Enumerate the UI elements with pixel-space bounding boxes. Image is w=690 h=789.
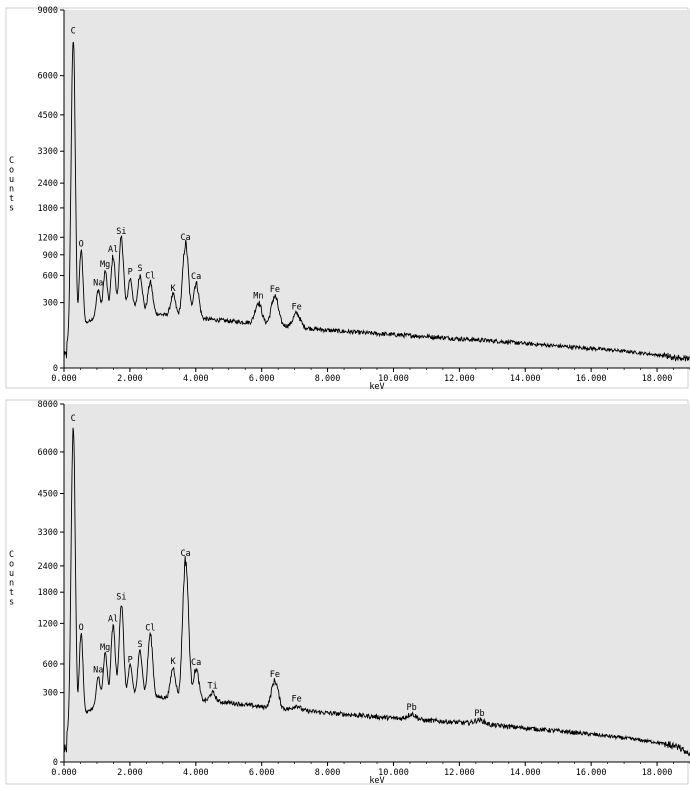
- x-tick-label: 6.000: [249, 768, 275, 778]
- x-tick-label: 18.000: [642, 768, 673, 778]
- y-tick-label: 0: [53, 758, 58, 768]
- peak-label: Mn: [253, 291, 263, 301]
- x-tick-label: 12.000: [444, 768, 475, 778]
- x-tick-label: 2.000: [117, 374, 143, 384]
- x-tick-label: 4.000: [183, 374, 209, 384]
- x-tick-label: 14.000: [510, 768, 541, 778]
- peak-label: Ca: [180, 549, 190, 559]
- y-tick-label: 300: [43, 689, 58, 699]
- y-tick-label: 1800: [38, 588, 58, 598]
- peak-label: C: [71, 26, 76, 36]
- peak-label: S: [138, 264, 143, 274]
- peak-label: Na: [93, 278, 103, 288]
- y-tick-label: 3300: [38, 147, 58, 157]
- x-tick-label: 0.000: [51, 768, 77, 778]
- y-tick-label: 600: [43, 272, 58, 282]
- x-tick-label: 4.000: [183, 768, 209, 778]
- peak-label: Fe: [291, 695, 301, 705]
- x-tick-label: 2.000: [117, 768, 143, 778]
- x-tick-label: 18.000: [642, 374, 673, 384]
- y-tick-label: 900: [43, 251, 58, 261]
- y-tick-label: 6000: [38, 72, 58, 82]
- peak-label: Fe: [270, 670, 280, 680]
- y-tick-label: 9000: [38, 6, 58, 16]
- y-tick-label: 1800: [38, 204, 58, 214]
- spectrum-line: [63, 41, 690, 362]
- peak-label: Cl: [145, 624, 155, 634]
- peak-label: Mg: [100, 643, 110, 653]
- peak-label: S: [138, 640, 143, 650]
- spectrum-panel-2: 8000 6000 4500 3300 2400 1800 1200 600 300 00.000…: [5, 399, 690, 786]
- spectrum-line: [63, 427, 690, 757]
- y-tick-label: 2400: [38, 179, 58, 189]
- peak-label: O: [79, 623, 84, 633]
- x-tick-label: 10.000: [378, 768, 409, 778]
- peak-label: Ca: [191, 658, 201, 668]
- peak-label: C: [71, 414, 76, 424]
- y-tick-label: 6000: [38, 448, 58, 458]
- peak-label: Si: [116, 227, 126, 237]
- peak-label: Na: [93, 666, 103, 676]
- y-tick-label: 3300: [38, 528, 58, 538]
- peak-label: Fe: [291, 302, 301, 312]
- peak-label: Mg: [100, 260, 110, 270]
- peak-label: P: [128, 268, 133, 278]
- x-tick-label: 6.000: [249, 374, 275, 384]
- peak-label: Pb: [406, 703, 416, 713]
- x-tick-label: 8.000: [315, 374, 341, 384]
- y-tick-label: 8000: [38, 400, 58, 410]
- y-tick-label: 300: [43, 299, 58, 309]
- x-axis-label: keV: [369, 776, 384, 786]
- peak-label: P: [128, 655, 133, 665]
- x-tick-label: 0.000: [51, 374, 77, 384]
- x-tick-label: 16.000: [576, 374, 607, 384]
- peak-label: Si: [116, 593, 126, 603]
- x-tick-label: 14.000: [510, 374, 541, 384]
- y-tick-label: 1200: [38, 233, 58, 243]
- y-tick-label: 1200: [38, 619, 58, 629]
- peak-label: Ti: [207, 682, 217, 692]
- peak-label: Ca: [191, 272, 201, 282]
- peak-label: Ca: [180, 233, 190, 243]
- x-tick-label: 8.000: [315, 768, 341, 778]
- x-tick-label: 10.000: [378, 374, 409, 384]
- x-axis-label: keV: [369, 382, 384, 392]
- peak-label: O: [79, 240, 84, 250]
- peak-label: K: [170, 657, 176, 667]
- peak-label: Al: [108, 245, 118, 255]
- peak-label: Pb: [474, 709, 484, 719]
- x-tick-label: 12.000: [444, 374, 475, 384]
- peak-label: Fe: [270, 285, 280, 295]
- peak-label: Al: [108, 615, 118, 625]
- plot-area: [64, 10, 690, 368]
- peak-label: Cl: [145, 271, 155, 281]
- y-tick-label: 0: [53, 364, 58, 374]
- y-tick-label: 600: [43, 660, 58, 670]
- y-tick-label: 4500: [38, 490, 58, 500]
- spectrum-panel-1: 9000 6000 4500 3300 2400 1800 1200 900 600 300 00.…: [5, 6, 690, 392]
- y-tick-label: 2400: [38, 562, 58, 572]
- y-tick-label: 4500: [38, 111, 58, 121]
- plot-area: [64, 404, 690, 762]
- peak-label: K: [170, 284, 176, 294]
- x-tick-label: 16.000: [576, 768, 607, 778]
